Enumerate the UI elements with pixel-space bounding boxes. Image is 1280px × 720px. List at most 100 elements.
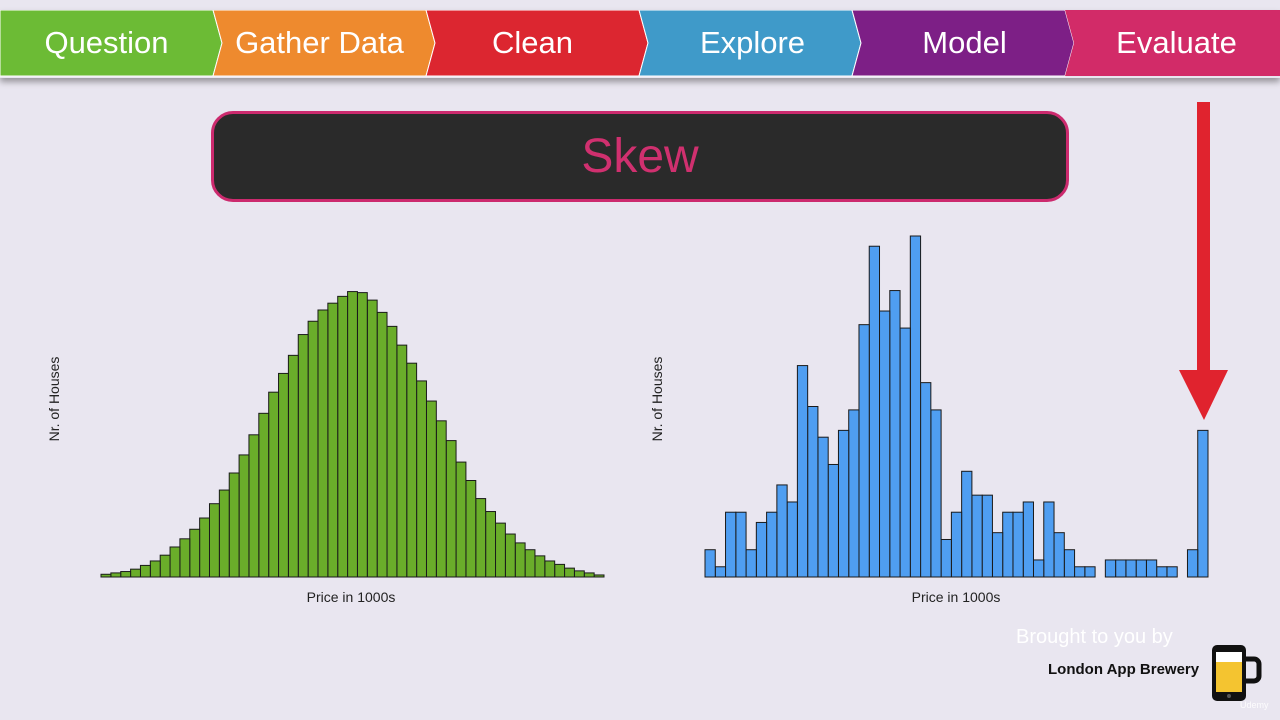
histogram-bar xyxy=(495,522,506,578)
histogram-bar xyxy=(337,295,349,578)
histogram-bar xyxy=(971,494,983,578)
histogram-bar xyxy=(485,511,497,578)
x-axis-label: Price in 1000s xyxy=(912,589,1001,605)
credit-line: Brought to you by xyxy=(1016,626,1173,648)
histogram-bar xyxy=(786,501,798,578)
histogram-bar xyxy=(524,549,536,578)
histogram-bar xyxy=(1022,501,1034,578)
histogram-bar xyxy=(1053,532,1065,578)
histogram-bar xyxy=(514,542,526,578)
histogram-bar xyxy=(208,503,220,578)
arrow-shaft xyxy=(1197,102,1210,386)
histogram-bar xyxy=(1084,566,1096,578)
histogram-bar xyxy=(1145,559,1158,578)
histogram-bar xyxy=(848,409,860,578)
y-axis-label: Nr. of Houses xyxy=(649,357,665,442)
histogram-bar xyxy=(120,571,132,578)
histogram-bar xyxy=(704,549,716,578)
histogram-bar xyxy=(940,538,952,578)
histogram-bar xyxy=(268,391,280,578)
histogram-bar xyxy=(199,517,210,578)
histogram-bar xyxy=(465,480,477,578)
histogram-bar xyxy=(307,320,319,578)
histogram-bar xyxy=(858,324,870,578)
histogram-bar xyxy=(554,563,566,578)
histogram-bar xyxy=(386,325,398,578)
histogram-bar xyxy=(347,291,358,578)
step-gather-data-label: Gather Data xyxy=(235,25,404,60)
step-question-label: Question xyxy=(44,25,169,60)
histogram-bar xyxy=(327,302,339,578)
title-banner: Skew xyxy=(211,111,1069,202)
histogram-bar xyxy=(139,564,151,578)
histogram-bar xyxy=(534,555,546,578)
slide-title: Skew xyxy=(581,130,699,183)
histogram-bar xyxy=(366,299,378,578)
histogram-bar xyxy=(297,334,309,578)
histogram-bar xyxy=(714,566,727,578)
histogram-bar xyxy=(287,354,299,578)
histogram-bar xyxy=(258,412,270,578)
histogram-bar xyxy=(837,429,850,578)
histogram-bar xyxy=(356,292,368,578)
histogram-bar xyxy=(745,549,757,578)
brewery-logo-icon xyxy=(1212,645,1262,701)
histogram-bar xyxy=(889,290,901,578)
histogram-bar xyxy=(1186,549,1199,578)
histogram-bar xyxy=(169,546,181,578)
step-explore-label: Explore xyxy=(699,25,806,60)
histogram-bar xyxy=(1032,559,1045,578)
histogram-bar xyxy=(766,511,778,578)
histogram-bar xyxy=(950,511,963,578)
histogram-bar xyxy=(920,382,932,578)
histogram-bar xyxy=(1166,566,1178,578)
step-clean-label: Clean xyxy=(492,25,573,60)
step-model-label: Model xyxy=(922,25,1007,60)
histogram-bar xyxy=(504,533,516,578)
histogram-bar xyxy=(868,245,881,578)
histogram-bar xyxy=(228,472,240,578)
histogram-bar xyxy=(130,568,141,578)
histogram-bar xyxy=(573,570,585,578)
histogram-bar xyxy=(445,440,457,578)
x-axis-label: Price in 1000s xyxy=(307,589,396,605)
step-evaluate-segment xyxy=(1065,10,1280,76)
histogram-bar xyxy=(475,498,487,578)
histogram-bar xyxy=(189,528,201,578)
histogram-bar xyxy=(455,461,467,578)
histogram-bar xyxy=(238,454,250,578)
histogram-bar xyxy=(930,409,942,578)
histogram-bar xyxy=(1074,566,1086,578)
histogram-bar xyxy=(817,436,829,578)
histogram-bar xyxy=(735,511,747,578)
histogram-bar xyxy=(755,521,768,578)
histogram-bar xyxy=(879,310,891,578)
histogram-bar xyxy=(278,372,289,578)
skewed-histogram: Price in 1000s Nr. of Houses xyxy=(649,235,1209,605)
histogram-bar xyxy=(416,380,427,578)
arrow-head xyxy=(1179,370,1228,420)
step-evaluate-label: Evaluate xyxy=(1116,25,1237,60)
histogram-bar xyxy=(159,554,171,578)
histogram-bar xyxy=(807,406,819,578)
histogram-bar xyxy=(961,470,973,578)
histogram-bar xyxy=(564,567,575,578)
histogram-bar xyxy=(218,489,230,578)
histogram-bar xyxy=(827,463,839,578)
histogram-bar xyxy=(1012,511,1024,578)
steps-ribbon xyxy=(0,10,1280,77)
histogram-bar xyxy=(1135,559,1147,578)
histogram-bar xyxy=(179,538,191,578)
histogram-bar xyxy=(1125,559,1137,578)
down-arrow xyxy=(1179,102,1228,420)
histogram-bar xyxy=(1104,559,1117,578)
histogram-bar xyxy=(248,434,260,578)
y-axis-label: Nr. of Houses xyxy=(46,357,62,442)
histogram-bar xyxy=(981,494,993,578)
histogram-bar xyxy=(1197,429,1209,578)
histogram-bar xyxy=(110,572,122,578)
histogram-bar xyxy=(899,327,911,578)
histogram-bar xyxy=(1115,559,1127,578)
histogram-bar xyxy=(317,309,329,578)
